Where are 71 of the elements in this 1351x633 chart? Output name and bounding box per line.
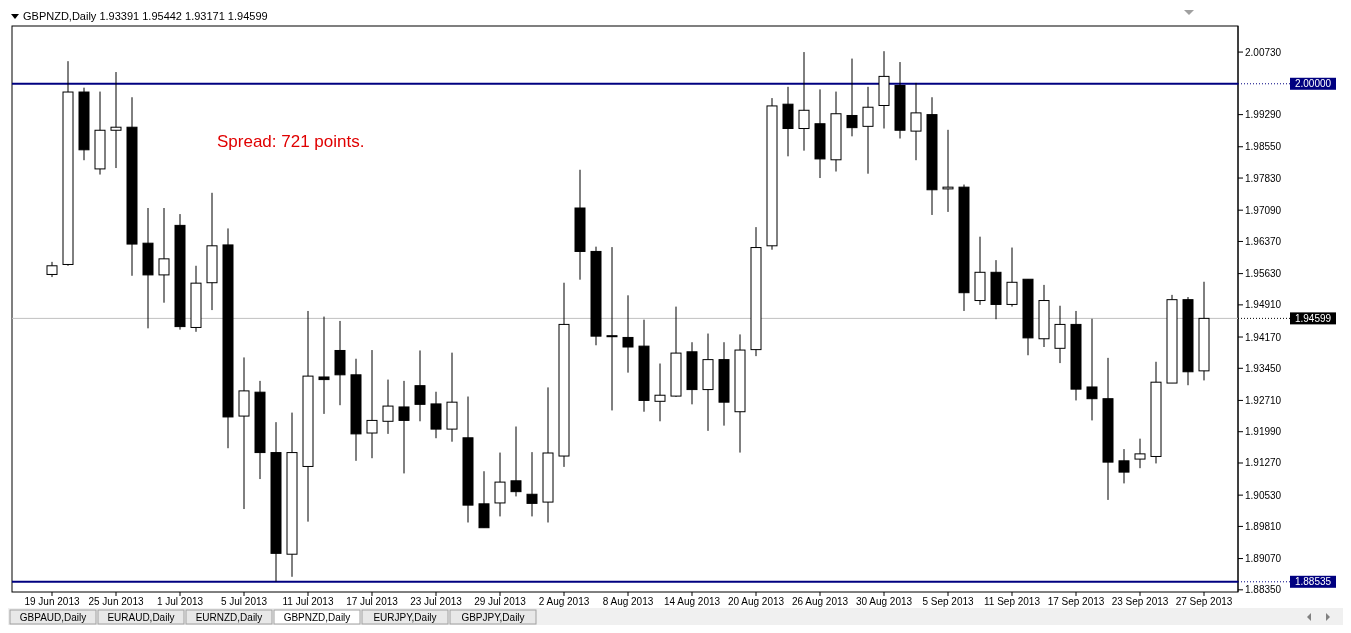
y-tick-label: 1.95630 (1245, 268, 1282, 280)
y-tick-label: 1.89070 (1245, 553, 1282, 565)
x-tick-label: 2 Aug 2013 (538, 596, 590, 607)
annotation: Spread: 721 points. (217, 132, 365, 151)
x-tick-label: 27 Sep 2013 (1175, 596, 1233, 607)
x-tick-label: 17 Jul 2013 (346, 596, 399, 607)
candlestick (318, 316, 330, 415)
candlestick (654, 363, 666, 422)
y-tick-label: 1.89810 (1245, 520, 1282, 532)
y-tick-label: 1.98550 (1245, 141, 1282, 153)
x-tick-label: 23 Jul 2013 (410, 596, 463, 607)
y-tick-label: 1.90530 (1245, 489, 1282, 501)
x-tick-label: 17 Sep 2013 (1047, 596, 1105, 607)
candlestick (526, 451, 538, 517)
ref-line-label: 1.88535 (1294, 576, 1332, 588)
y-tick-label: 1.91990 (1245, 426, 1282, 438)
x-tick-label: 11 Sep 2013 (984, 596, 1041, 607)
x-tick-label: 26 Aug 2013 (791, 596, 849, 607)
y-tick-label: 2.00730 (1245, 46, 1282, 58)
y-tick-label: 1.96370 (1245, 235, 1282, 247)
candlestick (382, 379, 394, 435)
x-tick-label: 25 Jun 2013 (88, 596, 144, 607)
text: GBPAUD,Daily (19, 612, 87, 623)
x-tick-label: 5 Sep 2013 (922, 596, 975, 607)
x-tick-label: 8 Aug 2013 (602, 596, 654, 607)
y-tick-label: 1.94910 (1245, 299, 1282, 311)
candlestick (366, 349, 378, 459)
text: GBPJPY,Daily (461, 612, 525, 623)
y-tick-label: 1.88350 (1245, 584, 1282, 596)
candlestick (1134, 438, 1146, 469)
text: EURNZD,Daily (195, 612, 263, 623)
candlestick (1054, 305, 1066, 364)
x-tick-label: 14 Aug 2013 (663, 596, 721, 607)
x-tick-label: 1 Jul 2013 (156, 596, 204, 607)
y-tick-label: 1.93450 (1245, 362, 1282, 374)
text: GBPNZD,Daily (283, 612, 351, 623)
candlestick (1006, 247, 1018, 308)
x-tick-label: 20 Aug 2013 (727, 596, 785, 607)
x-tick-label: 19 Jun 2013 (24, 596, 80, 607)
text: EURAUD,Daily (107, 612, 175, 623)
candlestick (910, 82, 922, 161)
candlestick (798, 51, 810, 152)
y-tick-label: 1.97090 (1245, 204, 1282, 216)
candlestick (1086, 318, 1098, 421)
y-tick-label: 1.94170 (1245, 331, 1282, 343)
ref-line-label: 1.94599 (1294, 312, 1332, 324)
y-tick-label: 1.97830 (1245, 172, 1282, 184)
candlestick (478, 470, 490, 529)
candlestick (622, 294, 634, 374)
x-tick-label: 11 Jul 2013 (282, 596, 334, 607)
x-tick-label: 29 Jul 2013 (474, 596, 527, 607)
candlestick (942, 129, 954, 213)
candlestick (510, 426, 522, 497)
y-tick-label: 1.92710 (1245, 394, 1282, 406)
chart-title: GBPNZD,Daily 1.93391 1.95442 1.93171 1.94599 (23, 10, 268, 22)
x-tick-label: 5 Jul 2013 (220, 596, 268, 607)
candlestick (110, 71, 122, 169)
candlestick (494, 452, 506, 517)
y-tick-label: 1.91270 (1245, 457, 1282, 469)
candlestick (846, 58, 858, 137)
candlestick (398, 380, 410, 474)
x-tick-label: 30 Aug 2013 (855, 596, 913, 607)
y-tick-label: 1.99290 (1245, 109, 1282, 121)
text: EURJPY,Daily (373, 612, 437, 623)
candlestick (1118, 448, 1130, 484)
x-tick-label: 23 Sep 2013 (1111, 596, 1169, 607)
ref-line-label: 2.00000 (1294, 78, 1332, 90)
candlestick (158, 207, 170, 304)
candlestick (414, 349, 426, 422)
candlestick (606, 246, 618, 411)
candlestick (862, 86, 874, 175)
